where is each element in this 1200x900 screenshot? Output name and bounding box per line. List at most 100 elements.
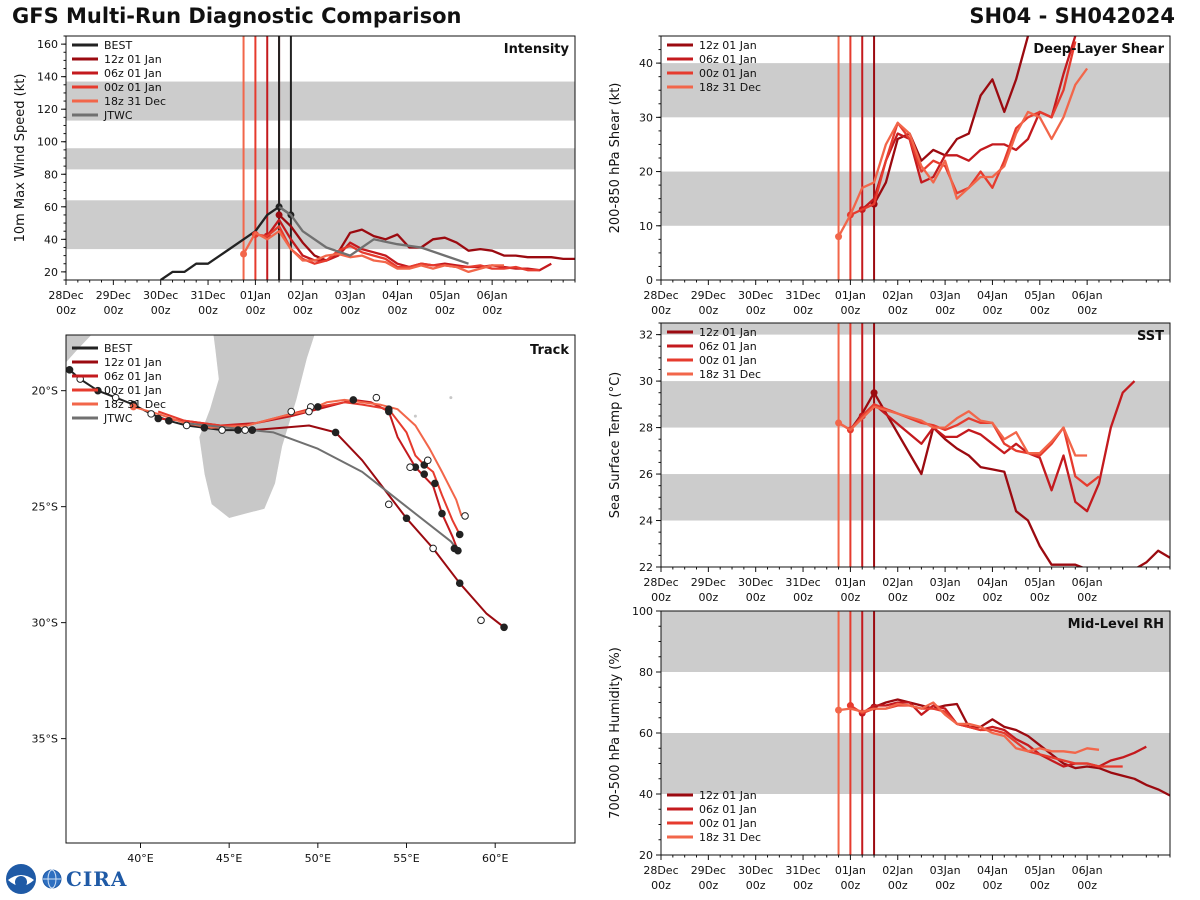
track-position-marker <box>234 426 242 434</box>
x-tick-label: 06Jan <box>1072 864 1103 877</box>
x-tick-label: 02Jan <box>287 289 318 302</box>
y-tick-label: 40 <box>639 788 653 801</box>
x-tick-label: 00z <box>888 879 908 892</box>
init-marker <box>835 706 843 714</box>
track-line-12z-01-jan <box>252 424 505 629</box>
legend-label: 06z 01 Jan <box>699 803 757 816</box>
x-tick-label: 00z <box>435 304 455 317</box>
x-tick-label: 00z <box>1077 591 1097 604</box>
track-position-marker <box>372 393 381 402</box>
x-tick-label: 31Dec <box>785 576 820 589</box>
threshold-band <box>661 474 1170 521</box>
x-tick-label: 00z <box>56 304 76 317</box>
y-tick-label: 0 <box>646 274 653 287</box>
x-tick-label: 04Jan <box>382 289 413 302</box>
x-tick-label: 00z <box>746 304 766 317</box>
x-tick-label: 00z <box>888 304 908 317</box>
y-tick-label: 140 <box>37 71 58 84</box>
lon-tick-label: 60°E <box>482 852 508 865</box>
y-tick-label: 40 <box>639 57 653 70</box>
track-position-marker <box>154 414 163 423</box>
track-position-marker <box>305 407 313 416</box>
x-tick-label: 00z <box>793 304 813 317</box>
x-tick-label: 00z <box>793 879 813 892</box>
y-tick-label: 120 <box>37 103 58 116</box>
track-position-marker <box>477 616 485 625</box>
panel-title: Mid-Level RH <box>1068 617 1164 632</box>
x-tick-label: 29Dec <box>691 576 726 589</box>
x-tick-label: 01Jan <box>240 289 271 302</box>
x-tick-label: 05Jan <box>1024 864 1055 877</box>
x-tick-label: 00z <box>746 591 766 604</box>
legend-label: 12z 01 Jan <box>699 39 757 52</box>
x-tick-label: 04Jan <box>977 576 1008 589</box>
x-tick-label: 04Jan <box>977 864 1008 877</box>
x-tick-label: 00z <box>651 304 671 317</box>
x-tick-label: 00z <box>651 879 671 892</box>
x-tick-label: 28Dec <box>643 864 678 877</box>
x-tick-label: 00z <box>340 304 360 317</box>
y-tick-label: 24 <box>639 515 653 528</box>
x-tick-label: 00z <box>1030 304 1050 317</box>
legend-label: 00z 01 Jan <box>699 67 757 80</box>
x-tick-label: 00z <box>983 591 1003 604</box>
x-tick-label: 03Jan <box>335 289 366 302</box>
panel-title: Intensity <box>504 42 570 57</box>
y-tick-label: 22 <box>639 561 653 574</box>
track-position-marker <box>314 403 322 411</box>
y-tick-label: 100 <box>632 605 653 618</box>
x-tick-label: 31Dec <box>785 289 820 302</box>
island <box>449 396 453 400</box>
x-tick-label: 00z <box>935 591 955 604</box>
track-frame <box>65 334 576 844</box>
logo-text: CIRA <box>66 867 128 891</box>
x-tick-label: 00z <box>698 879 718 892</box>
legend-label: 06z 01 Jan <box>699 340 757 353</box>
legend-label: 00z 01 Jan <box>104 384 162 397</box>
x-tick-label: 06Jan <box>477 289 508 302</box>
legend-label: 18z 31 Dec <box>104 398 166 411</box>
y-axis-label: 200-850 hPa Shear (kt) <box>608 83 623 234</box>
x-tick-label: 00z <box>151 304 171 317</box>
init-marker <box>275 211 283 219</box>
init-marker <box>240 250 248 258</box>
x-tick-label: 03Jan <box>930 289 961 302</box>
x-tick-label: 00z <box>103 304 123 317</box>
x-tick-label: 00z <box>841 591 861 604</box>
x-tick-label: 02Jan <box>882 864 913 877</box>
sst-panel: 22 24 26 28 30 32 28Dec 00z 29Dec 00z 30Dec 00z 31De… <box>608 322 1171 604</box>
track-position-marker <box>420 470 429 478</box>
y-tick-label: 26 <box>639 468 653 481</box>
shear-plot-area <box>661 36 1170 280</box>
rh-plot-area <box>661 611 1170 855</box>
rh-panel: 20 40 60 80 100 28Dec 00z 29Dec 00z 30Dec 00z 31Dec… <box>608 605 1171 892</box>
intensity-plot-area <box>66 36 575 280</box>
track-line-18z-31-dec <box>133 398 463 517</box>
track-position-marker <box>438 509 446 518</box>
track-position-marker <box>287 407 296 416</box>
x-tick-label: 00z <box>651 591 671 604</box>
track-position-marker <box>111 393 120 402</box>
track-position-marker <box>431 479 439 488</box>
legend-label: BEST <box>104 39 132 52</box>
track-position-marker <box>147 410 155 418</box>
x-tick-label: 02Jan <box>882 576 913 589</box>
track-position-marker <box>429 544 437 553</box>
lon-tick-label: 50°E <box>305 852 331 865</box>
panel-title: Deep-Layer Shear <box>1033 42 1164 57</box>
series-line-18z-31-dec <box>838 701 1100 754</box>
legend-label: JTWC <box>103 412 133 425</box>
lat-tick-label: 20°S <box>32 385 58 398</box>
series-line-12z-01-jan <box>873 698 1170 797</box>
y-tick-label: 10 <box>639 220 653 233</box>
y-tick-label: 80 <box>639 666 653 679</box>
x-tick-label: 31Dec <box>785 864 820 877</box>
track-position-marker <box>455 530 464 539</box>
track-position-marker <box>455 579 464 588</box>
y-tick-label: 80 <box>44 168 58 181</box>
x-tick-label: 30Dec <box>143 289 178 302</box>
x-tick-label: 29Dec <box>691 864 726 877</box>
x-tick-label: 06Jan <box>1072 289 1103 302</box>
